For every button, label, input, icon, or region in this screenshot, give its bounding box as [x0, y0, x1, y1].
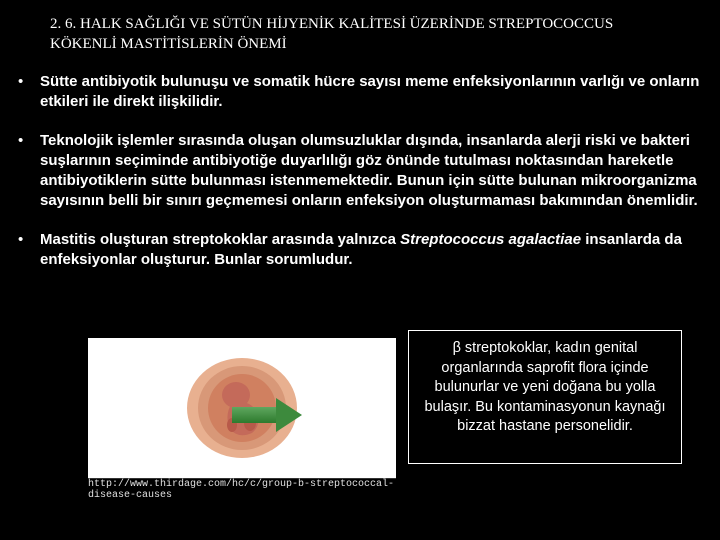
bullet3-prefix: Mastitis oluşturan streptokoklar arasınd… [40, 231, 400, 248]
bullet-list: • Sütte antibiyotik bulunuşu ve somatik … [18, 72, 702, 288]
slide-title: 2. 6. HALK SAĞLIĞI VE SÜTÜN HİJYENİK KAL… [50, 14, 670, 55]
bullet-text: Sütte antibiyotik bulunuşu ve somatik hü… [40, 72, 702, 113]
bullet-mark: • [18, 230, 40, 250]
arrow-icon [232, 398, 304, 432]
bullet-mark: • [18, 72, 40, 92]
image-caption: http://www.thirdage.com/hc/c/group-b-str… [88, 478, 396, 500]
bullet-text: Teknolojik işlemler sırasında oluşan olu… [40, 131, 702, 212]
bullet-mark: • [18, 131, 40, 151]
bullet3-italic: Streptococcus agalactiae [400, 231, 581, 248]
bullet-item: • Mastitis oluşturan streptokoklar arası… [18, 230, 702, 271]
bullet-item: • Teknolojik işlemler sırasında oluşan o… [18, 131, 702, 212]
callout-box: β streptokoklar, kadın genital organları… [408, 330, 682, 464]
bullet-text: Mastitis oluşturan streptokoklar arasınd… [40, 230, 702, 271]
bullet-item: • Sütte antibiyotik bulunuşu ve somatik … [18, 72, 702, 113]
